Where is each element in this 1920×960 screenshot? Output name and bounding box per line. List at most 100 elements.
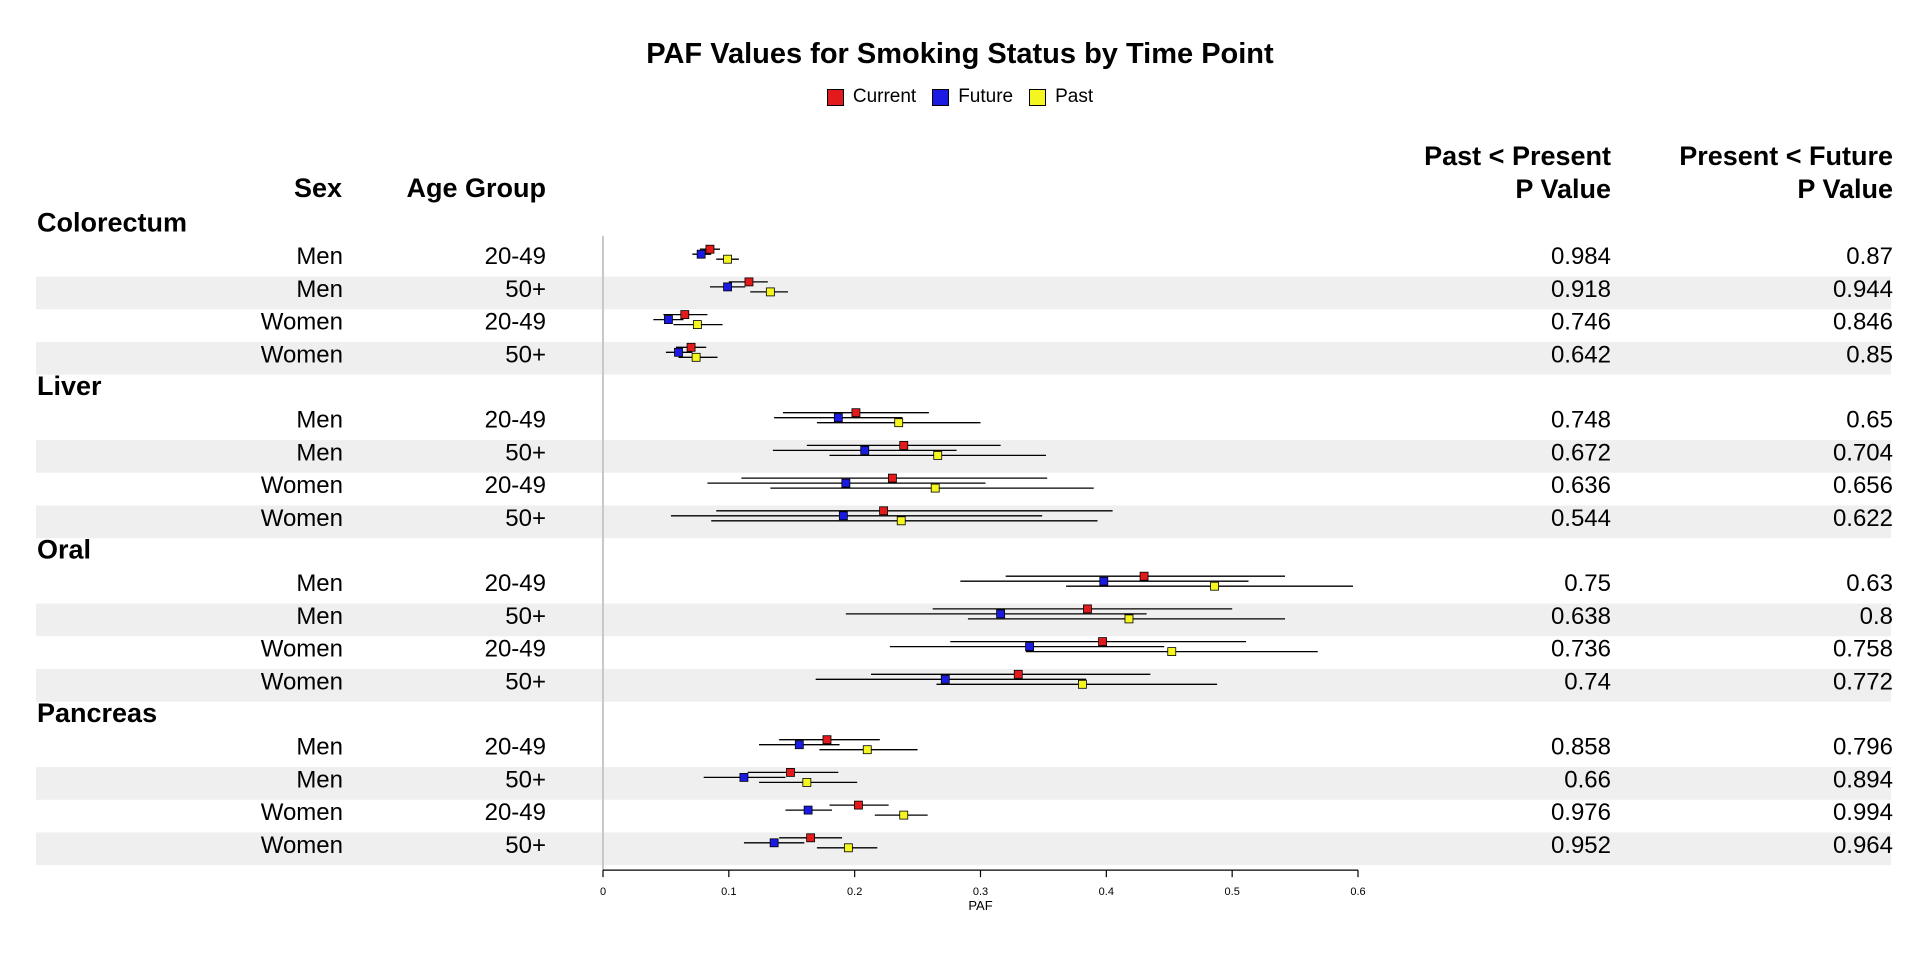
point-current (744, 277, 754, 287)
point-current (806, 833, 816, 843)
point-future (696, 249, 706, 259)
x-tick-label: 0 (600, 886, 606, 898)
point-past (862, 745, 872, 755)
point-past (930, 483, 940, 493)
p-value-past-present: 0.746 (1551, 309, 1611, 336)
p-value-present-future: 0.85 (1846, 341, 1893, 368)
p-value-present-future: 0.758 (1833, 636, 1893, 663)
point-future (1025, 642, 1034, 651)
point-future (674, 347, 683, 357)
p-value-present-future: 0.87 (1846, 243, 1893, 270)
sex-label: Men (296, 243, 343, 270)
point-future (860, 445, 870, 455)
age-group-label: 20-49 (485, 799, 546, 826)
header-age-group: Age Group (406, 173, 547, 203)
sex-label: Women (261, 668, 343, 695)
point-past (1124, 614, 1134, 624)
point-current (786, 768, 795, 777)
x-tick-label: 0.4 (1099, 886, 1114, 898)
sex-label: Men (296, 603, 343, 630)
x-axis-label: PAF (968, 898, 992, 913)
age-group-label: 50+ (505, 832, 546, 859)
header-sex: Sex (293, 173, 342, 203)
legend-label-past: Past (1055, 86, 1094, 107)
p-value-past-present: 0.638 (1551, 603, 1611, 630)
p-value-present-future: 0.8 (1860, 603, 1893, 630)
point-current (899, 440, 909, 450)
point-past (691, 352, 701, 362)
legend-swatch-current (826, 88, 844, 106)
sex-label: Women (261, 799, 343, 826)
point-future (1099, 576, 1109, 586)
legend-swatch-future (932, 88, 950, 106)
header-past-present-line1: Past < Present (1424, 141, 1611, 171)
point-current (1013, 669, 1023, 679)
p-value-past-present: 0.672 (1551, 439, 1611, 466)
sex-label: Men (296, 439, 343, 466)
p-value-present-future: 0.944 (1833, 276, 1893, 303)
group-label: Pancreas (37, 698, 157, 728)
point-future (841, 478, 851, 488)
sex-label: Women (261, 832, 343, 859)
age-group-label: 50+ (505, 505, 546, 532)
sex-label: Men (296, 276, 343, 303)
sex-label: Women (261, 636, 343, 663)
legend-item-past: Past (1029, 86, 1093, 108)
legend-swatch-past (1029, 88, 1047, 106)
age-group-label: 50+ (505, 341, 546, 368)
x-tick-label: 0.5 (1225, 886, 1240, 898)
point-past (1167, 647, 1177, 656)
chart-title: PAF Values for Smoking Status by Time Po… (646, 38, 1274, 70)
point-current (1098, 637, 1107, 646)
point-past (896, 516, 906, 526)
age-group-label: 20-49 (485, 472, 546, 499)
point-current (851, 408, 861, 418)
p-value-past-present: 0.748 (1551, 407, 1611, 434)
sex-label: Men (296, 766, 343, 793)
point-past (765, 287, 775, 297)
p-value-present-future: 0.63 (1846, 570, 1893, 597)
point-current (1139, 571, 1149, 581)
p-value-past-present: 0.858 (1551, 734, 1611, 761)
header-past-present: Past < Present P Value (1424, 140, 1611, 206)
x-tick-label: 0.2 (847, 886, 862, 898)
point-past (723, 254, 732, 264)
point-past (894, 418, 904, 428)
point-current (1083, 604, 1092, 614)
age-group-label: 50+ (505, 766, 546, 793)
row-shade (36, 276, 1891, 310)
header-past-present-line2: P Value (1515, 174, 1611, 204)
point-future (664, 315, 673, 325)
p-value-past-present: 0.976 (1551, 799, 1611, 826)
legend-item-future: Future (932, 86, 1013, 108)
point-future (996, 609, 1006, 619)
age-group-label: 50+ (505, 603, 546, 630)
header-present-future-line1: Present < Future (1679, 141, 1893, 171)
p-value-present-future: 0.622 (1833, 505, 1893, 532)
x-tick-label: 0.1 (721, 886, 736, 898)
row-shade (36, 341, 1891, 375)
point-current (822, 735, 832, 745)
point-current (705, 244, 715, 254)
age-group-label: 20-49 (485, 636, 546, 663)
age-group-label: 20-49 (485, 309, 546, 336)
point-future (940, 674, 950, 684)
p-value-past-present: 0.75 (1564, 570, 1611, 597)
sex-label: Women (261, 309, 343, 336)
group-label: Colorectum (37, 208, 187, 238)
point-current (680, 310, 690, 320)
point-future (769, 838, 779, 848)
p-value-past-present: 0.952 (1551, 832, 1611, 859)
age-group-label: 50+ (505, 668, 546, 695)
legend-label-current: Current (852, 86, 917, 107)
p-value-present-future: 0.846 (1833, 309, 1893, 336)
header-present-future-line2: P Value (1797, 174, 1893, 204)
age-group-label: 20-49 (485, 243, 546, 270)
sex-label: Women (261, 341, 343, 368)
point-future (833, 413, 843, 423)
group-label: Liver (37, 371, 102, 401)
point-past (899, 810, 909, 820)
point-future (739, 773, 749, 782)
sex-label: Women (261, 472, 343, 499)
header-present-future: Present < Future P Value (1679, 140, 1893, 206)
